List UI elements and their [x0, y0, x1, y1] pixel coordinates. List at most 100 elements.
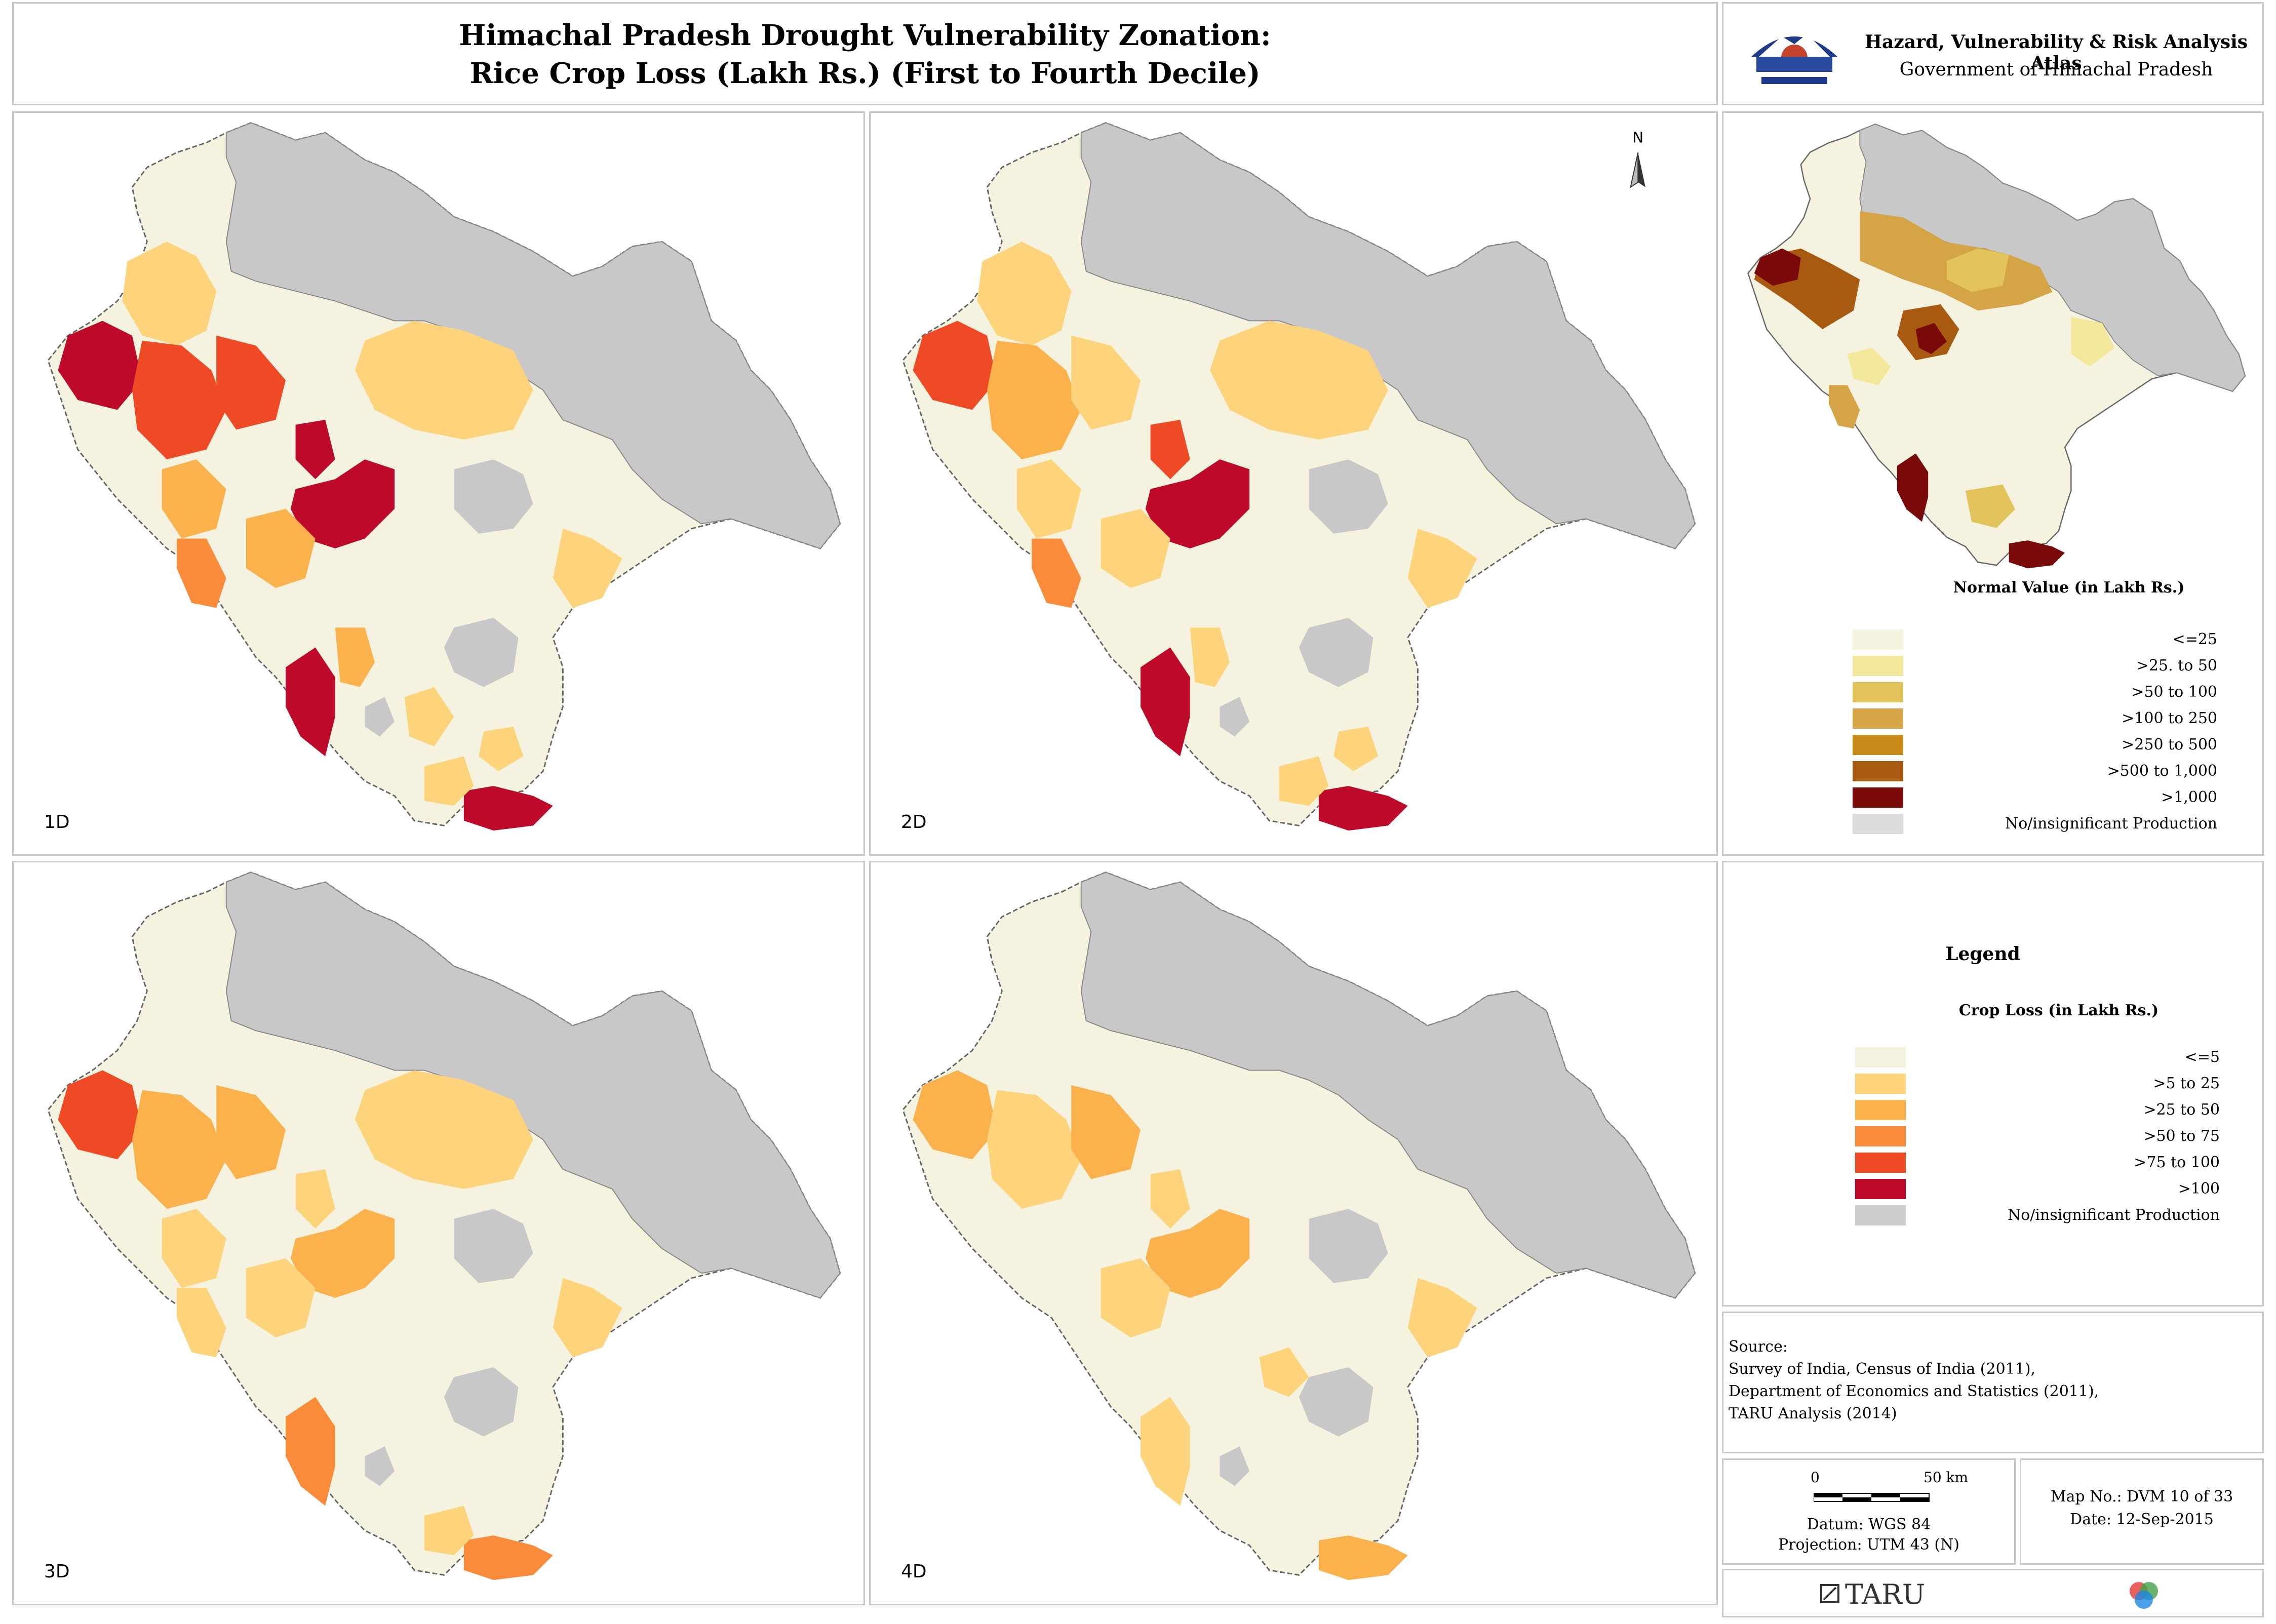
- district-bilaspur-4d: [1101, 1258, 1170, 1338]
- projection-text: Projection: UTM 43 (N): [1778, 1536, 1960, 1554]
- map-4d: [902, 872, 1696, 1580]
- crop-loss-legend-swatch: [1855, 1047, 1906, 1067]
- district-mandi-north-3d: [295, 1169, 335, 1229]
- district-kangra-west-1d: [58, 321, 142, 410]
- normal-legend-row: >50 to 100: [1853, 682, 2217, 704]
- map-label-4d: 4D: [901, 1561, 927, 1582]
- district-kullu-1d: [355, 321, 533, 440]
- source-line: Survey of India, Census of India (2011),: [1729, 1360, 2036, 1378]
- map-panel-1d: 1D: [12, 111, 865, 856]
- normal-legend-row: >25. to 50: [1853, 656, 2217, 678]
- district-una-3d: [177, 1288, 226, 1358]
- taru-brand: TARU: [1845, 1578, 1926, 1610]
- normal-legend-label: >1,000: [2161, 788, 2217, 806]
- district-solan-west-1d: [286, 647, 335, 757]
- crop-loss-legend-row: >5 to 25: [1855, 1074, 2220, 1096]
- north-arrow-icon: [1630, 152, 1645, 188]
- district-shimla-2d: [1407, 528, 1477, 608]
- footer-panel: TARU: [1722, 1569, 2264, 1617]
- district-sirmaur-3d: [424, 1506, 474, 1556]
- crop-loss-legend-swatch: [1855, 1179, 1906, 1199]
- district-una-1d: [177, 538, 226, 608]
- normal-legend-row: >1,000: [1853, 787, 2217, 810]
- map-label-2d: 2D: [901, 812, 927, 833]
- atlas-panel: Hazard, Vulnerability & Risk Analysis At…: [1722, 2, 2264, 105]
- district-kullu-2d: [1209, 321, 1388, 440]
- scale-bar-icon: [1814, 1493, 1930, 1502]
- normal-legend-row: No/insignificant Production: [1853, 814, 2217, 836]
- district-sirmaur-south-1d: [463, 786, 553, 831]
- district-una-2d: [1032, 538, 1081, 608]
- crop-loss-legend-swatch: [1855, 1126, 1906, 1146]
- district-kullu-3d: [355, 1070, 533, 1190]
- district-mandi-north-4d: [1150, 1169, 1190, 1229]
- district-kangra-west-4d: [913, 1070, 997, 1160]
- map-2d: N: [902, 122, 1696, 831]
- district-sirmaur-east-1d: [479, 726, 524, 771]
- map-date: Date: 12-Sep-2015: [2070, 1511, 2214, 1528]
- district-sirmaur-east-2d: [1333, 726, 1379, 771]
- district-kangra-2d: [987, 340, 1081, 460]
- crop-loss-legend-label: >100: [2178, 1180, 2220, 1198]
- source-line: Department of Economics and Statistics (…: [1729, 1382, 2099, 1400]
- crop-loss-legend-row: >50 to 75: [1855, 1126, 2220, 1148]
- district-kangra-west-2d: [913, 321, 997, 410]
- crop-loss-legend-label: >25 to 50: [2143, 1101, 2220, 1119]
- district-mandi-3d: [290, 1209, 395, 1298]
- district-kangra-east-4d: [1071, 1085, 1141, 1179]
- crop-loss-legend-swatch: [1855, 1074, 1906, 1094]
- normal-legend-swatch: [1853, 682, 1903, 702]
- district-sirmaur-south-4d: [1318, 1535, 1408, 1580]
- normal-legend-label: >250 to 500: [2122, 736, 2217, 754]
- normal-legend-row: >500 to 1,000: [1853, 761, 2217, 783]
- crop-loss-legend-label: >5 to 25: [2153, 1075, 2220, 1092]
- district-mandi-1d: [290, 459, 395, 549]
- district-mandi-4d: [1145, 1209, 1250, 1298]
- map-1d: [47, 122, 841, 831]
- government-name: Government of Himachal Pradesh: [1899, 59, 2213, 80]
- map-number: Map No.: DVM 10 of 33: [2050, 1488, 2233, 1506]
- district-sirmaur-1d: [424, 756, 474, 806]
- district-bilaspur-2d: [1101, 508, 1170, 588]
- district-kangra-east-2d: [1071, 335, 1141, 430]
- map-label-3d: 3D: [44, 1561, 70, 1582]
- normal-value-panel: Normal Value (in Lakh Rs.) <=25 >25. to 5…: [1722, 111, 2264, 856]
- district-chamba-1d: [122, 242, 217, 346]
- map-label-1d: 1D: [44, 812, 70, 833]
- district-mandi-north-1d: [295, 419, 335, 480]
- district-kangra-east-3d: [216, 1085, 286, 1179]
- normal-legend-row: >100 to 250: [1853, 708, 2217, 731]
- normal-legend-label: No/insignificant Production: [2005, 815, 2217, 833]
- taru-logo-icon: [1820, 1583, 1840, 1604]
- map-title-line2: Rice Crop Loss (Lakh Rs.) (First to Four…: [469, 57, 1261, 90]
- map-panel-4d: 4D: [869, 861, 1718, 1605]
- map-3d: [47, 872, 841, 1580]
- crop-loss-legend-swatch: [1855, 1205, 1906, 1225]
- normal-legend-label: >50 to 100: [2131, 683, 2217, 701]
- district-chamba-2d: [977, 242, 1072, 346]
- district-bilaspur-3d: [246, 1258, 316, 1338]
- normal-legend-swatch: [1853, 814, 1903, 834]
- crop-loss-legend-label: No/insignificant Production: [2007, 1206, 2220, 1224]
- legend-heading: Legend: [1945, 943, 2020, 965]
- district-hamirpur-2d: [1016, 459, 1081, 539]
- crop-loss-legend-panel: Legend Crop Loss (in Lakh Rs.) <=5 >5 to …: [1722, 861, 2264, 1306]
- normal-legend-label: >25. to 50: [2136, 657, 2217, 675]
- district-shimla-3d: [553, 1278, 622, 1358]
- source-heading: Source:: [1729, 1338, 1788, 1356]
- district-solan-2d: [1190, 627, 1230, 687]
- north-label: N: [1632, 129, 1643, 146]
- crop-loss-legend-title: Crop Loss (in Lakh Rs.): [1958, 1002, 2159, 1019]
- datum-text: Datum: WGS 84: [1807, 1516, 1931, 1533]
- crop-loss-legend-row: <=5: [1855, 1047, 2220, 1070]
- crop-loss-legend-label: >50 to 75: [2143, 1127, 2220, 1145]
- crop-loss-legend-row: >25 to 50: [1855, 1100, 2220, 1122]
- source-line: TARU Analysis (2014): [1729, 1405, 1897, 1422]
- crop-loss-legend-swatch: [1855, 1100, 1906, 1120]
- normal-legend-label: >100 to 250: [2122, 709, 2217, 727]
- normal-legend-title: Normal Value (in Lakh Rs.): [1953, 579, 2185, 597]
- normal-legend-label: <=25: [2172, 630, 2217, 648]
- crop-loss-legend-row: >100: [1855, 1179, 2220, 1201]
- district-solan-1d: [335, 627, 375, 687]
- crop-loss-legend-label: <=5: [2184, 1048, 2220, 1066]
